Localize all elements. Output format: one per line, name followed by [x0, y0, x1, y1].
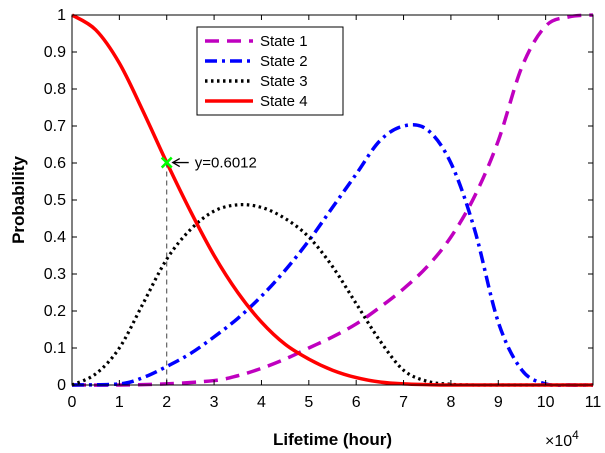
y-tick-label: 0.4 [44, 229, 66, 246]
x-tick-label: 6 [352, 394, 361, 411]
legend: State 1 State 2 State 3 State 4 [196, 26, 344, 116]
x-tick-label: 0 [68, 394, 77, 411]
x-tick-label: 8 [446, 394, 455, 411]
x-tick-label: 5 [304, 394, 313, 411]
y-tick-label: 0.1 [44, 340, 66, 357]
legend-label: State 1 [260, 33, 308, 50]
y-tick-label: 0.3 [44, 266, 66, 283]
y-tick-label: 0.7 [44, 118, 66, 135]
x-tick-label: 9 [494, 394, 503, 411]
ticks-layer: 0 1 2 3 4 5 6 7 8 9 10 11 0 0.1 0.2 0.3 0.4 0.5 0.6 0.7 0.8 0… [44, 7, 602, 411]
x-tick-label: 4 [257, 394, 266, 411]
y-tick-label: 0.2 [44, 303, 66, 320]
legend-label: State 2 [260, 53, 308, 70]
series-line-state-1 [71, 13, 594, 387]
x-axis-exponent: ×104 [545, 428, 579, 450]
legend-label: State 3 [260, 73, 308, 90]
x-tick-label: 10 [537, 394, 555, 411]
y-tick-label: 0.6 [44, 155, 66, 172]
y-tick-label: 0.5 [44, 192, 66, 209]
x-tick-label: 2 [162, 394, 171, 411]
y-tick-label: 0.9 [44, 44, 66, 61]
x-tick-label: 11 [585, 394, 602, 411]
y-tick-label: 1 [57, 7, 66, 24]
marker-stroke-b [160, 156, 173, 169]
x-tick-label: 7 [399, 394, 408, 411]
y-axis-title: Probability [9, 156, 28, 244]
series-line-state-2 [71, 122, 594, 388]
x-tick-label: 1 [115, 394, 124, 411]
x-axis-title: Lifetime (hour) [273, 430, 392, 449]
legend-label: State 4 [260, 93, 308, 110]
annotation-layer: y=0.6012 [160, 155, 257, 385]
x-tick-label: 3 [210, 394, 219, 411]
y-tick-label: 0.8 [44, 81, 66, 98]
annotation-label: y=0.6012 [195, 155, 257, 172]
annotation-arrow-head [171, 157, 181, 168]
y-tick-label: 0 [57, 377, 66, 394]
annotation-marker [160, 156, 173, 169]
x-axis-exponent-base: ×10 [545, 433, 572, 450]
x-axis-exponent-power: 4 [572, 428, 579, 442]
